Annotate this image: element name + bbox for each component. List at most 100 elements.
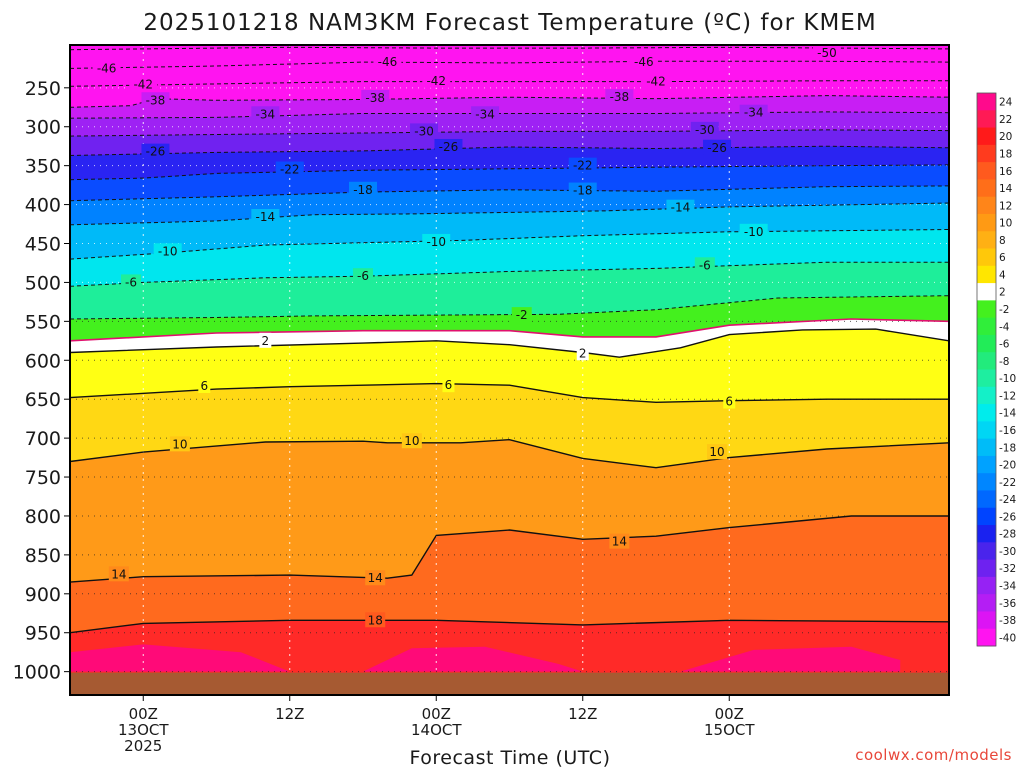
colorbar-label: -22 [999, 477, 1016, 489]
isotherm-label-bg [511, 307, 532, 323]
isotherm-label-bg [198, 377, 211, 393]
colorbar-swatch [977, 628, 996, 647]
x-tick-label: 00Z [715, 705, 744, 723]
colorbar-label: -40 [999, 632, 1016, 644]
colorbar-label: 18 [999, 148, 1012, 160]
isotherm-label: -10 [426, 235, 446, 249]
colorbar-label: -16 [999, 425, 1016, 437]
colorbar-swatch [977, 213, 996, 232]
colorbar-label: -30 [999, 546, 1016, 558]
colorbar-swatch [977, 369, 996, 388]
isotherm-label-bg [666, 199, 695, 215]
isotherm-label-bg [259, 332, 272, 348]
colorbar-swatch [977, 473, 996, 491]
isotherm-label-bg [353, 268, 373, 284]
isotherm-line [70, 145, 949, 156]
isotherm-line [70, 46, 949, 51]
isotherm-label-bg [401, 433, 422, 449]
isotherm-label: -34 [256, 107, 276, 121]
isotherm-label: -42 [133, 78, 153, 92]
isotherm-line [70, 295, 949, 320]
isotherm-label-bg [422, 72, 451, 88]
isotherm-label: -6 [699, 258, 711, 272]
colorbar-label: -26 [999, 511, 1016, 523]
isotherm-2: 22 [70, 328, 949, 361]
isotherm--22: -22 -22 [70, 157, 949, 181]
colorbar-label: -38 [999, 615, 1016, 627]
isotherm-18: 18 [70, 612, 949, 634]
isotherm--2: -2 [70, 295, 949, 323]
isotherm-label-bg [723, 393, 736, 409]
colorbar-swatch [977, 162, 996, 180]
colorbar-label: -20 [999, 460, 1016, 472]
isotherm-label: -26 [146, 145, 166, 159]
isotherm-label-bg [251, 106, 280, 122]
watermark: coolwx.com/models [855, 746, 1012, 764]
isotherm-label-bg [442, 377, 455, 393]
zero-degree-line [70, 318, 949, 342]
y-tick-label: 500 [25, 272, 61, 294]
plot-frame [69, 44, 950, 696]
x-tick-label: 12Z [275, 705, 304, 723]
temperature-fill [70, 45, 949, 695]
isotherm-label-bg [707, 444, 728, 460]
y-tick-label: 300 [25, 117, 61, 139]
y-tick-label: 550 [25, 311, 61, 333]
colorbar-swatch [977, 283, 996, 301]
x-tick-label: 15OCT [704, 721, 755, 739]
x-tick-label: 00Z [129, 705, 158, 723]
colorbar-swatch [977, 334, 996, 353]
isotherm-label: -34 [744, 106, 764, 120]
isotherm-label: -38 [610, 90, 630, 104]
plot-area: -50-46 -46 -46-42 -42 -42-38 -38 -38-34 -34 -34-… [70, 45, 949, 695]
isotherm-label: 6 [200, 379, 208, 393]
colorbar-label: 2 [999, 287, 1006, 299]
isotherm-label-bg [812, 45, 841, 60]
isotherm-line [70, 261, 949, 287]
isotherm-line [70, 515, 949, 583]
colorbar-label: -10 [999, 373, 1016, 385]
y-axis: 250 300 350 400 450 500 550 600 650 700 750 800 850 9… [13, 78, 70, 684]
isotherm-label: -46 [634, 55, 654, 69]
colorbar-label: -32 [999, 563, 1016, 575]
isotherm--18: -18 -18 [70, 181, 949, 202]
colorbar-swatch [977, 300, 996, 319]
y-tick-label: 600 [25, 350, 61, 372]
x-tick-label: 2025 [124, 737, 162, 755]
isotherm-label: -10 [744, 225, 764, 239]
colorbar-swatch [977, 404, 996, 422]
y-tick-label: 1000 [13, 662, 61, 684]
isotherm-label: -26 [707, 141, 727, 155]
x-tick-label: 00Z [422, 705, 451, 723]
colorbar-swatch [977, 542, 996, 561]
isotherm-label-bg [410, 123, 439, 139]
isotherm-label-bg [576, 345, 589, 361]
isotherm-label-bg [108, 566, 129, 582]
isotherm-6: 6 6 6 [70, 377, 949, 409]
isotherm-label: -46 [97, 61, 117, 75]
isotherm-label-bg [703, 139, 732, 155]
isotherm-label-bg [642, 73, 670, 89]
isotherm-line [70, 185, 949, 202]
colorbar-label: -28 [999, 529, 1016, 541]
colorbar-label: 8 [999, 235, 1006, 247]
isotherm-label: -2 [516, 308, 528, 322]
isotherm-line [70, 80, 949, 87]
colorbar-label: 4 [999, 269, 1006, 281]
isotherm--26: -26 -26 -26 [70, 138, 949, 159]
colorbar-swatch [977, 525, 996, 543]
y-tick-label: 400 [25, 195, 61, 217]
isotherm-label-bg [739, 223, 768, 239]
isotherm-line [70, 328, 949, 358]
band-fill [680, 646, 901, 672]
isotherm--6: -6 -6 -6 [70, 257, 949, 290]
isotherm-label-bg [422, 233, 451, 249]
band-fill [363, 646, 583, 672]
isotherm-label-bg [434, 138, 463, 154]
isotherm--38: -38 -38 -38 [70, 89, 949, 108]
isotherm-label-bg [141, 92, 170, 108]
isotherm-label: -50 [817, 46, 837, 60]
colorbar-swatch [977, 455, 996, 474]
y-tick-label: 650 [25, 389, 61, 411]
isotherm-label-bg [739, 104, 768, 120]
